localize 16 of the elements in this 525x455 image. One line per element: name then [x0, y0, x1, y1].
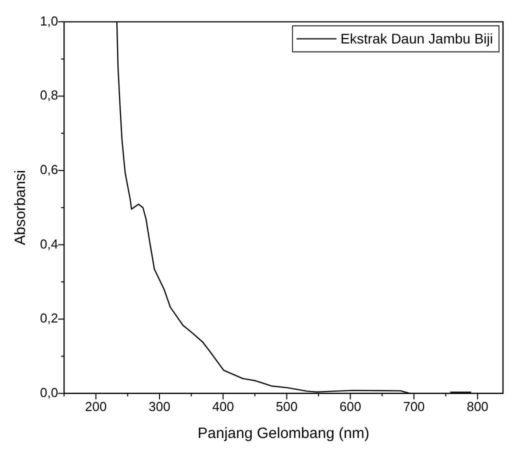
x-tick-label: 500 — [276, 398, 298, 414]
y-tick-label: 0,0 — [40, 384, 58, 400]
y-tick-label: 0,2 — [40, 310, 58, 326]
x-tick-label: 600 — [339, 398, 362, 414]
y-tick-label: 1,0 — [40, 13, 58, 28]
y-axis-title: Absorbansi — [12, 170, 30, 246]
y-tick-label: 0,8 — [40, 88, 58, 103]
x-tick-label: 400 — [212, 398, 234, 414]
x-tick-label: 300 — [148, 398, 170, 414]
x-axis-title: Panjang Gelombang (nm) — [198, 425, 370, 442]
x-tick-label: 700 — [403, 398, 425, 414]
legend-label: Ekstrak Daun Jambu Biji — [340, 30, 494, 47]
y-tick-label: 0,6 — [40, 162, 58, 178]
y-tick-label: 0,4 — [40, 236, 58, 252]
x-tick-label: 800 — [466, 398, 488, 414]
x-tick-label: 200 — [85, 398, 107, 414]
